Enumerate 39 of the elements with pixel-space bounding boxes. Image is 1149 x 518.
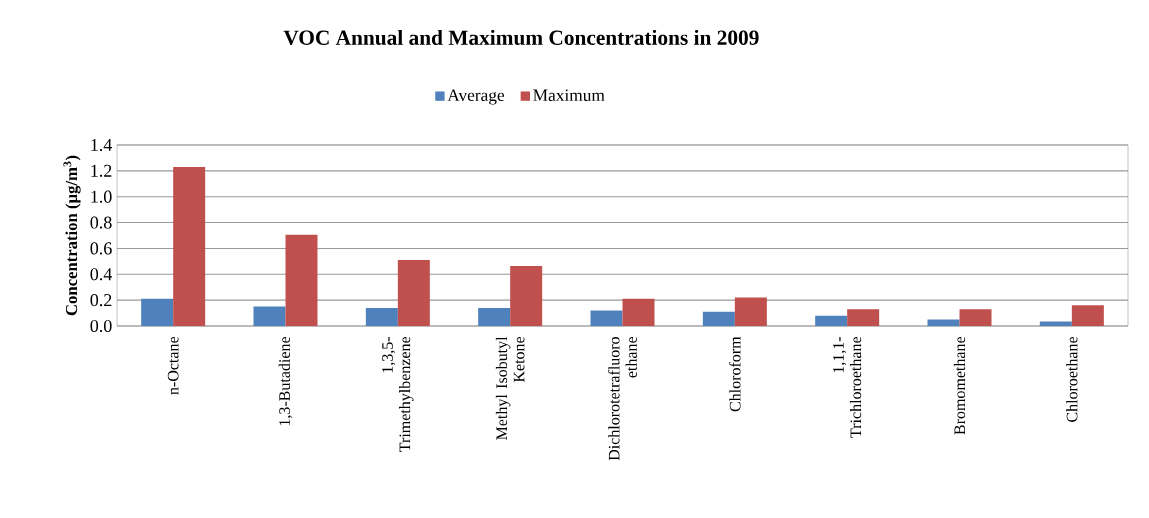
x-tick-label: Bromomethane (953, 336, 966, 435)
x-tick-label: n-Octane (167, 336, 179, 395)
y-tick-label: 0.0 (90, 319, 112, 333)
bar (815, 315, 848, 326)
x-tick-label: Methyl Isobutyl Ketone (495, 336, 525, 440)
bar (702, 311, 735, 326)
bar (927, 319, 960, 326)
y-axis-title: Concentration (µg/m$^{3}$) (63, 155, 81, 316)
y-tick-label: 0.4 (90, 268, 113, 281)
bar (365, 307, 398, 326)
y-tick-label: 0.6 (90, 242, 112, 255)
x-tick-label: 1,3-Butadiene (278, 336, 293, 426)
y-tick-label: 0.2 (90, 294, 112, 307)
bar (510, 265, 543, 326)
bar (1039, 321, 1072, 326)
bar (141, 298, 174, 326)
bar (590, 310, 623, 326)
bar (622, 298, 655, 326)
y-tick-label: 1.0 (91, 190, 112, 203)
y-tick-label: 1.4 (91, 138, 113, 152)
bar (253, 306, 286, 326)
bar (173, 166, 206, 326)
y-tick-label: 1.2 (91, 164, 112, 177)
x-tick-label: Chloroethane (1066, 336, 1078, 422)
bar (847, 309, 880, 326)
x-tick-label: Dichlorotetrafluoro ethane (608, 336, 637, 461)
bar (478, 307, 511, 326)
bar (959, 309, 992, 326)
bar (397, 260, 430, 326)
y-tick-label: 0.8 (90, 216, 112, 229)
legend-label: Average (447, 89, 505, 105)
bar (1071, 305, 1104, 326)
bar (285, 234, 318, 326)
chart-title: VOC Annual and Maximum Concentrations in 2009 (283, 29, 759, 45)
x-tick-label: 1,1,1-Trichloroethane (833, 336, 862, 438)
x-tick-label: Chloroform (729, 336, 741, 412)
x-tick-label: 1,3,5-Trimethylbenzene (382, 336, 414, 452)
legend-label: Maximum (533, 89, 605, 102)
bar (734, 297, 767, 326)
